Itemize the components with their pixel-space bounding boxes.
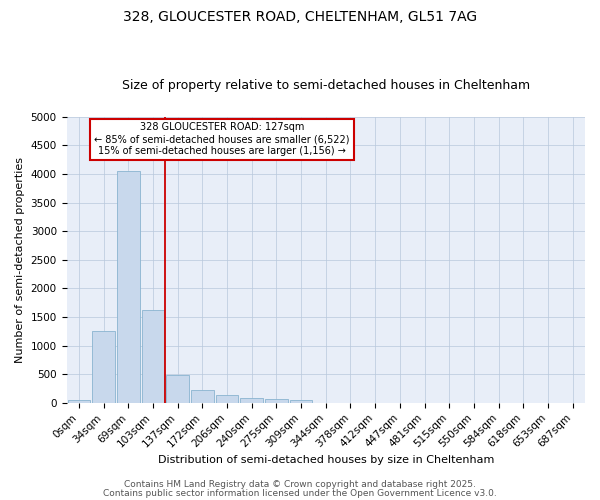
Bar xyxy=(265,399,288,403)
Bar xyxy=(215,396,238,403)
Bar xyxy=(241,398,263,403)
Bar xyxy=(290,400,313,403)
Bar xyxy=(166,376,189,403)
Y-axis label: Number of semi-detached properties: Number of semi-detached properties xyxy=(15,157,25,363)
Text: Contains HM Land Registry data © Crown copyright and database right 2025.: Contains HM Land Registry data © Crown c… xyxy=(124,480,476,489)
Text: 328 GLOUCESTER ROAD: 127sqm
← 85% of semi-detached houses are smaller (6,522)
15: 328 GLOUCESTER ROAD: 127sqm ← 85% of sem… xyxy=(94,122,350,156)
Title: Size of property relative to semi-detached houses in Cheltenham: Size of property relative to semi-detach… xyxy=(122,79,530,92)
X-axis label: Distribution of semi-detached houses by size in Cheltenham: Distribution of semi-detached houses by … xyxy=(158,455,494,465)
Text: Contains public sector information licensed under the Open Government Licence v3: Contains public sector information licen… xyxy=(103,488,497,498)
Bar xyxy=(117,171,140,403)
Bar xyxy=(142,310,164,403)
Bar xyxy=(191,390,214,403)
Text: 328, GLOUCESTER ROAD, CHELTENHAM, GL51 7AG: 328, GLOUCESTER ROAD, CHELTENHAM, GL51 7… xyxy=(123,10,477,24)
Bar xyxy=(92,332,115,403)
Bar xyxy=(68,400,90,403)
